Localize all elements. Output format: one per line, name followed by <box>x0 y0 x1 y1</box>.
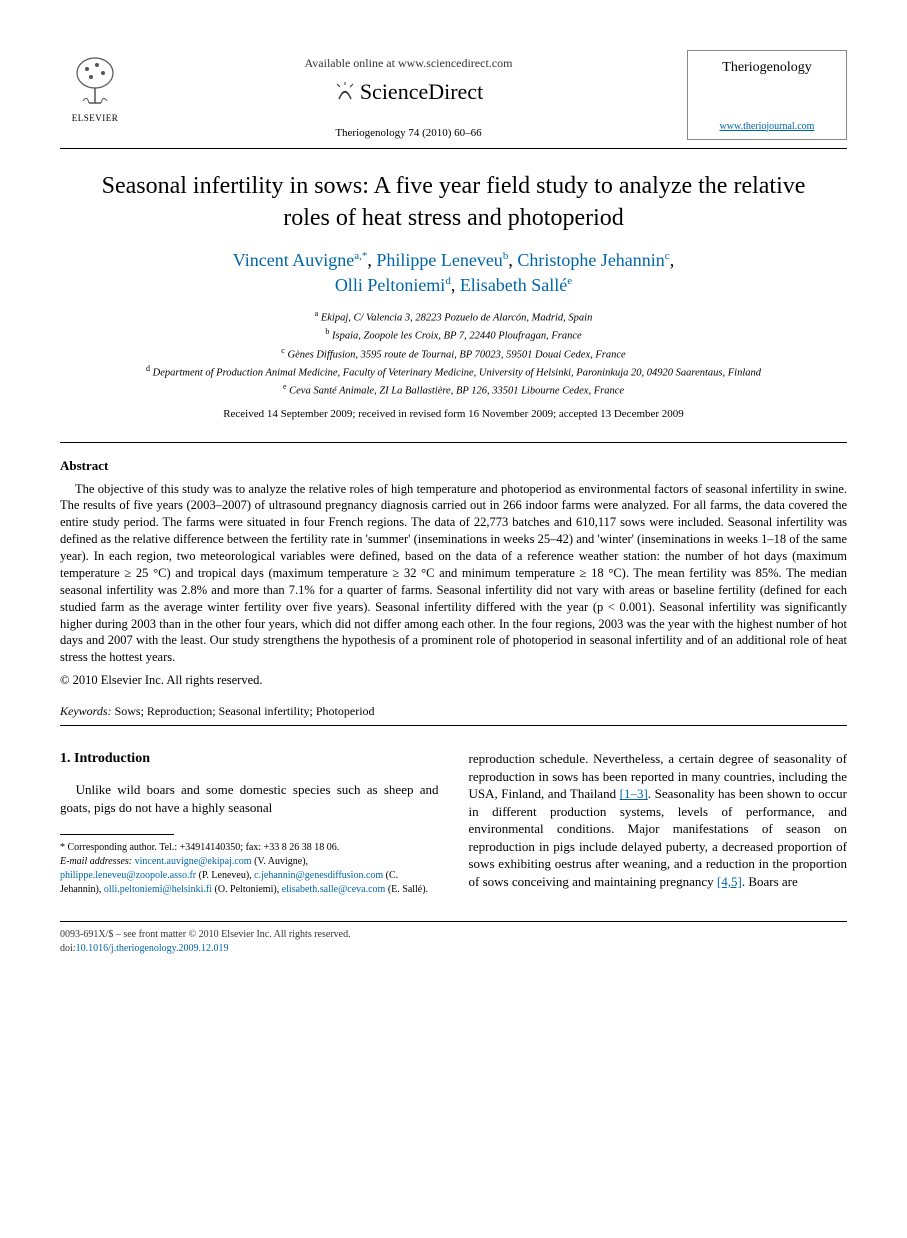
author-affil-sup: d <box>445 275 451 287</box>
keywords-text: Sows; Reproduction; Seasonal infertility… <box>115 704 375 718</box>
article-dates: Received 14 September 2009; received in … <box>60 407 847 422</box>
author-link[interactable]: Vincent Auvigne <box>233 250 354 270</box>
article-title: Seasonal infertility in sows: A five yea… <box>60 171 847 233</box>
author: Vincent Auvignea,* <box>233 250 368 270</box>
left-column: 1. Introduction Unlike wild boars and so… <box>60 750 439 897</box>
author-affil-sup: a, <box>354 250 362 262</box>
affiliation: b Ispaia, Zoopole les Croix, BP 7, 22440… <box>60 326 847 344</box>
citation-link[interactable]: [4,5] <box>717 874 742 889</box>
author: Elisabeth Sallée <box>460 275 572 295</box>
elsevier-tree-icon <box>65 55 125 110</box>
sciencedirect-logo: ScienceDirect <box>334 77 483 107</box>
affiliation-list: a Ekipaj, C/ Valencia 3, 28223 Pozuelo d… <box>60 308 847 399</box>
affiliation: d Department of Production Animal Medici… <box>60 363 847 381</box>
author-link[interactable]: Christophe Jehannin <box>517 250 664 270</box>
author-link[interactable]: Olli Peltoniemi <box>335 275 446 295</box>
header-rule <box>60 148 847 149</box>
corresponding-marker[interactable]: * <box>362 250 368 262</box>
footer-rule <box>60 921 847 922</box>
journal-header: ELSEVIER Available online at www.science… <box>60 50 847 140</box>
journal-title-box: Theriogenology www.theriojournal.com <box>687 50 847 140</box>
author: Philippe Leneveub <box>376 250 508 270</box>
email-link[interactable]: c.jehannin@genesdiffusion.com <box>254 870 383 881</box>
footnote-rule <box>60 834 174 835</box>
corr-author-line: * Corresponding author. Tel.: +349141403… <box>60 841 439 855</box>
author-list: Vincent Auvignea,*, Philippe Leneveub, C… <box>60 248 847 298</box>
page-footer: 0093-691X/$ – see front matter © 2010 El… <box>60 928 847 956</box>
keywords-label: Keywords: <box>60 704 112 718</box>
intro-paragraph-cont: reproduction schedule. Nevertheless, a c… <box>469 750 848 890</box>
copyright-line: © 2010 Elsevier Inc. All rights reserved… <box>60 672 847 689</box>
journal-name: Theriogenology <box>692 59 842 78</box>
author: Christophe Jehanninc <box>517 250 669 270</box>
email-link[interactable]: philippe.leneveu@zoopole.asso.fr <box>60 870 196 881</box>
issn-line: 0093-691X/$ – see front matter © 2010 El… <box>60 928 847 942</box>
journal-reference: Theriogenology 74 (2010) 60–66 <box>130 126 687 141</box>
keywords-line: Keywords: Sows; Reproduction; Seasonal i… <box>60 703 847 719</box>
email-link[interactable]: elisabeth.salle@ceva.com <box>282 884 386 895</box>
abstract-text: The objective of this study was to analy… <box>60 481 847 667</box>
abstract-top-rule <box>60 442 847 443</box>
intro-paragraph: Unlike wild boars and some domestic spec… <box>60 781 439 816</box>
author-affil-sup: c <box>665 250 670 262</box>
email-link[interactable]: olli.peltoniemi@helsinki.fi <box>104 884 212 895</box>
affiliation: a Ekipaj, C/ Valencia 3, 28223 Pozuelo d… <box>60 308 847 326</box>
citation-link[interactable]: [1–3] <box>620 786 648 801</box>
corresponding-footnote: * Corresponding author. Tel.: +349141403… <box>60 841 439 897</box>
center-header: Available online at www.sciencedirect.co… <box>130 50 687 140</box>
available-online-text: Available online at www.sciencedirect.co… <box>130 55 687 71</box>
sciencedirect-icon <box>334 81 356 103</box>
elsevier-label: ELSEVIER <box>72 112 119 124</box>
email-label: E-mail addresses: <box>60 856 132 867</box>
author-link[interactable]: Elisabeth Sallé <box>460 275 567 295</box>
author-link[interactable]: Philippe Leneveu <box>376 250 502 270</box>
sciencedirect-name: ScienceDirect <box>360 77 483 107</box>
abstract-heading: Abstract <box>60 457 847 475</box>
elsevier-logo: ELSEVIER <box>60 50 130 130</box>
section-heading: 1. Introduction <box>60 750 439 769</box>
affiliation: c Gènes Diffusion, 3595 route de Tournai… <box>60 345 847 363</box>
author: Olli Peltoniemid <box>335 275 451 295</box>
journal-url-link[interactable]: www.theriojournal.com <box>692 120 842 134</box>
doi-link[interactable]: 10.1016/j.theriogenology.2009.12.019 <box>76 943 229 954</box>
abstract-bottom-rule <box>60 725 847 726</box>
email-block: E-mail addresses: vincent.auvigne@ekipaj… <box>60 855 439 897</box>
author-affil-sup: e <box>567 275 572 287</box>
author-affil-sup: b <box>503 250 509 262</box>
email-link[interactable]: vincent.auvigne@ekipaj.com <box>135 856 252 867</box>
doi-line: doi:10.1016/j.theriogenology.2009.12.019 <box>60 942 847 956</box>
affiliation: e Ceva Santé Animale, ZI La Ballastière,… <box>60 381 847 399</box>
right-column: reproduction schedule. Nevertheless, a c… <box>469 750 848 897</box>
body-columns: 1. Introduction Unlike wild boars and so… <box>60 750 847 897</box>
abstract-body: The objective of this study was to analy… <box>60 481 847 667</box>
